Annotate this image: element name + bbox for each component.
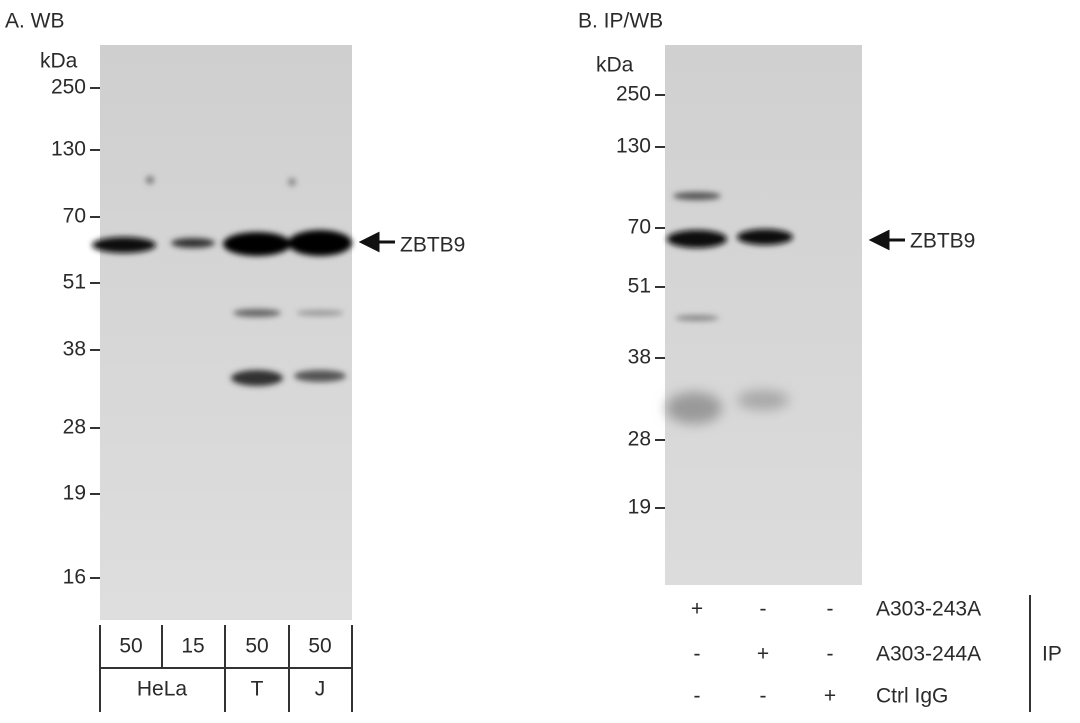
marker-label: 38 (628, 346, 651, 369)
unit-label: kDa (40, 50, 78, 73)
arrow (868, 229, 905, 251)
marker-label: 51 (63, 271, 86, 294)
marker-label: 16 (63, 566, 86, 589)
ip-sign: + (691, 598, 703, 621)
ip-sign: + (824, 685, 836, 708)
marker-label: 250 (616, 83, 651, 106)
marker-label: 51 (628, 275, 651, 298)
ip-sign: - (827, 643, 834, 666)
marker-label: 19 (628, 496, 651, 519)
marker-label: 130 (616, 135, 651, 158)
ip-row-label: A303-244A (876, 643, 981, 666)
ip-row-label: Ctrl IgG (876, 685, 948, 708)
amount-label: 15 (181, 635, 204, 658)
ip-sign: - (694, 643, 701, 666)
arrow (358, 231, 395, 253)
marker-label: 70 (628, 216, 651, 239)
ip-label: IP (1042, 643, 1062, 666)
cell-line-label: T (251, 678, 264, 701)
ip-sign: - (694, 685, 701, 708)
marker-label: 250 (51, 76, 86, 99)
amount-label: 50 (308, 635, 331, 658)
amount-label: 50 (245, 635, 268, 658)
cell-line-label: J (315, 678, 326, 701)
amount-label: 50 (119, 635, 142, 658)
target-label: ZBTB9 (910, 230, 975, 253)
marker-label: 28 (63, 416, 86, 439)
ip-row-label: A303-243A (876, 598, 981, 621)
lane-table-a (99, 625, 353, 712)
blot-b (665, 45, 862, 585)
unit-label: kDa (596, 54, 634, 77)
marker-label: 38 (63, 338, 86, 361)
panel-title: A. WB (5, 10, 65, 33)
ip-sign: - (827, 598, 834, 621)
target-label: ZBTB9 (400, 234, 465, 257)
blot-a (92, 45, 352, 620)
panel-title: B. IP/WB (578, 10, 663, 33)
ip-sign: + (757, 643, 769, 666)
marker-label: 28 (628, 428, 651, 451)
marker-label: 130 (51, 138, 86, 161)
ip-sign: - (760, 685, 767, 708)
cell-line-label: HeLa (137, 678, 188, 701)
ip-sign: - (760, 598, 767, 621)
marker-label: 19 (63, 482, 86, 505)
marker-label: 70 (63, 205, 86, 228)
